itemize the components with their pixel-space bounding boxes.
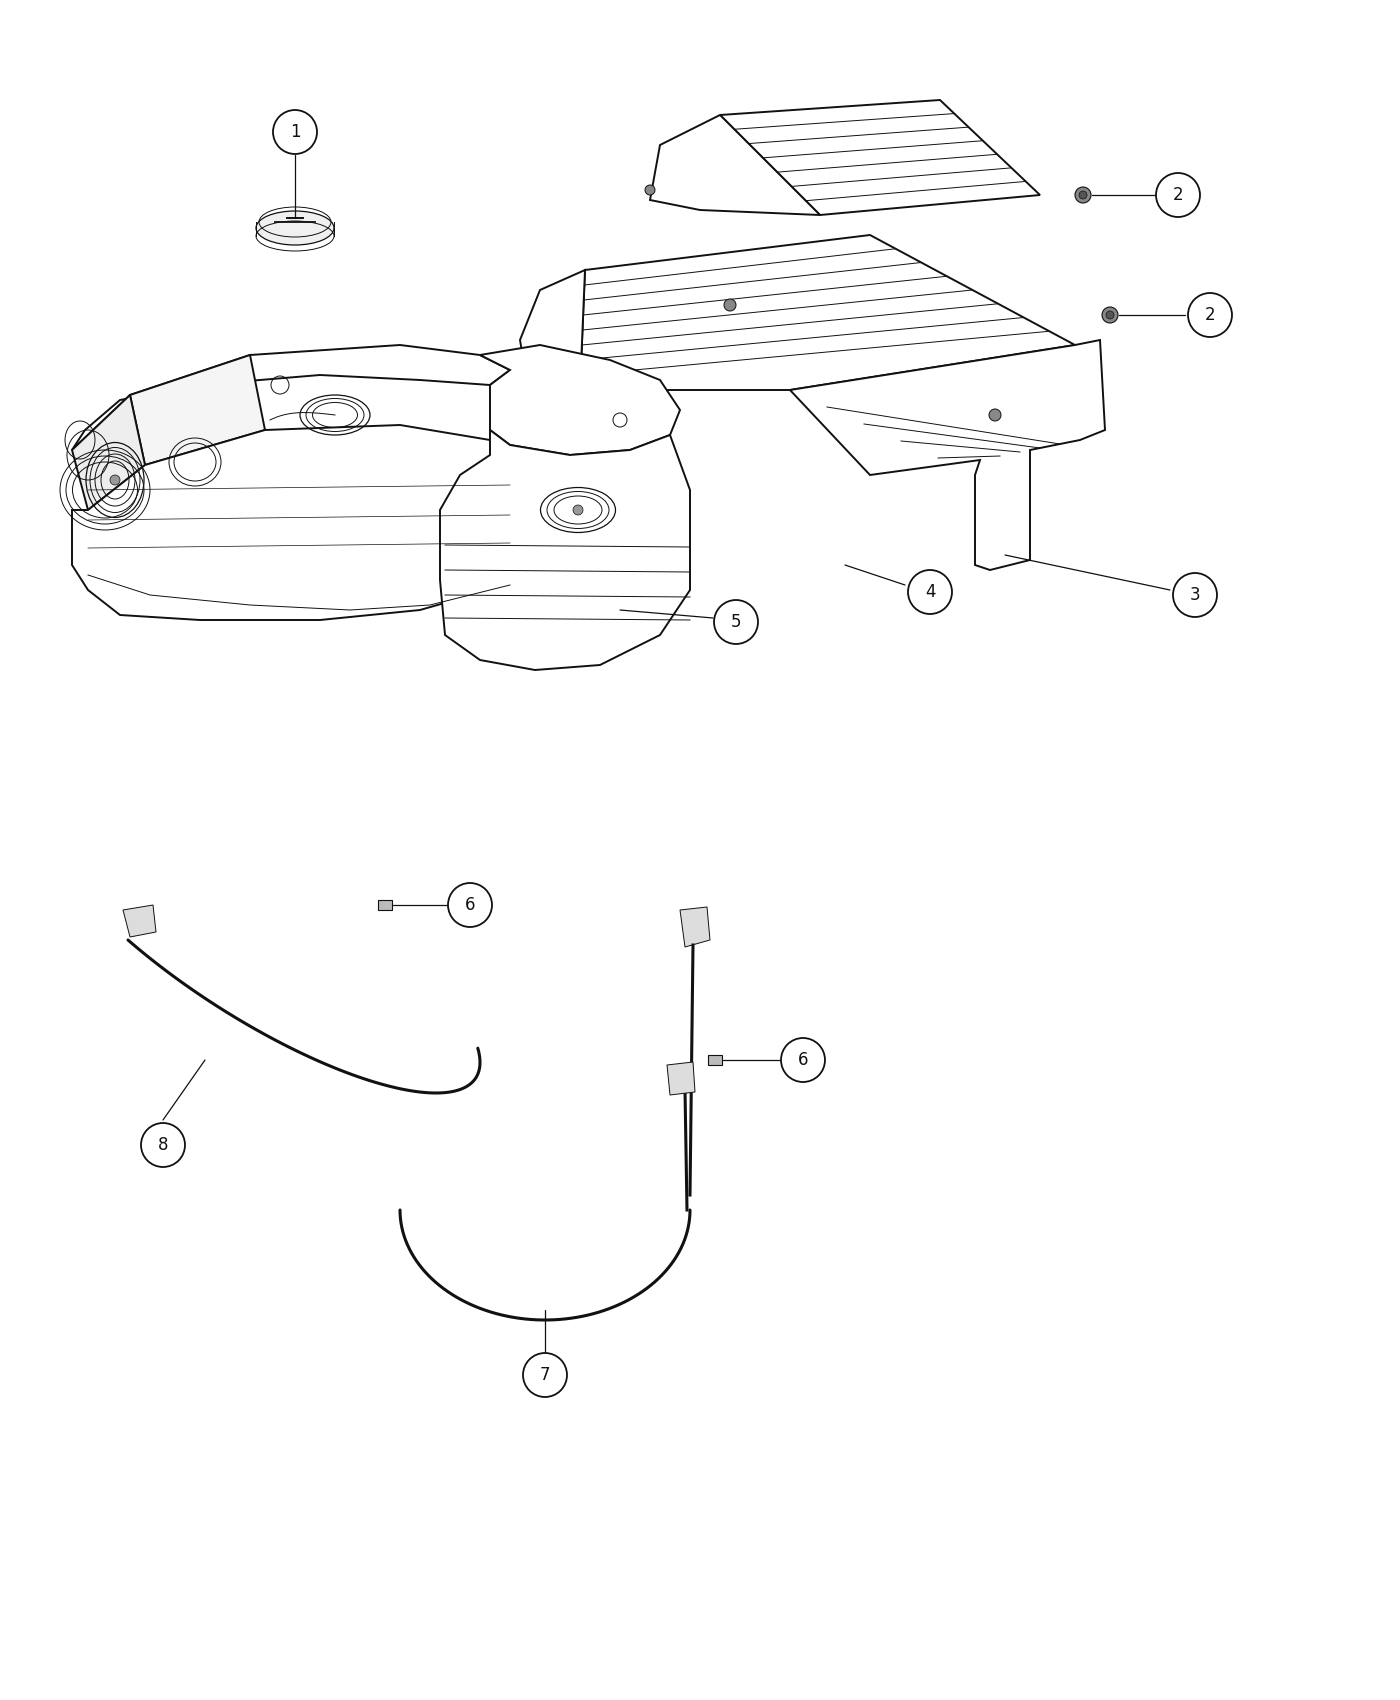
- Text: 2: 2: [1173, 185, 1183, 204]
- Text: 3: 3: [1190, 586, 1200, 604]
- Polygon shape: [666, 1062, 694, 1095]
- Circle shape: [988, 410, 1001, 422]
- Bar: [378, 899, 392, 910]
- Ellipse shape: [256, 211, 335, 245]
- Bar: [708, 1056, 722, 1064]
- Polygon shape: [440, 430, 690, 670]
- Circle shape: [273, 110, 316, 155]
- Text: 6: 6: [798, 1051, 808, 1069]
- Polygon shape: [720, 100, 1040, 214]
- Polygon shape: [71, 425, 510, 620]
- Circle shape: [724, 299, 736, 311]
- Circle shape: [1079, 190, 1086, 199]
- Text: 1: 1: [290, 122, 301, 141]
- Circle shape: [909, 570, 952, 614]
- Text: 6: 6: [465, 896, 475, 915]
- Circle shape: [1075, 187, 1091, 202]
- Circle shape: [111, 474, 120, 484]
- Circle shape: [714, 600, 757, 644]
- Circle shape: [1173, 573, 1217, 617]
- Circle shape: [781, 1039, 825, 1081]
- Polygon shape: [680, 908, 710, 947]
- Polygon shape: [519, 270, 585, 415]
- Circle shape: [1189, 292, 1232, 337]
- Polygon shape: [71, 394, 146, 510]
- Polygon shape: [130, 355, 265, 466]
- Circle shape: [645, 185, 655, 196]
- Text: 4: 4: [925, 583, 935, 602]
- Text: 5: 5: [731, 614, 741, 631]
- Polygon shape: [480, 345, 680, 456]
- Circle shape: [573, 505, 582, 515]
- Circle shape: [524, 1353, 567, 1397]
- Polygon shape: [650, 116, 820, 214]
- Circle shape: [1156, 173, 1200, 218]
- Circle shape: [1106, 311, 1114, 320]
- Polygon shape: [580, 235, 1075, 389]
- Circle shape: [1102, 308, 1119, 323]
- Polygon shape: [790, 340, 1105, 570]
- Polygon shape: [123, 904, 155, 937]
- Text: 7: 7: [540, 1367, 550, 1384]
- Circle shape: [141, 1124, 185, 1166]
- Circle shape: [448, 882, 491, 927]
- Polygon shape: [71, 345, 510, 450]
- Text: 2: 2: [1204, 306, 1215, 325]
- Text: 8: 8: [158, 1136, 168, 1154]
